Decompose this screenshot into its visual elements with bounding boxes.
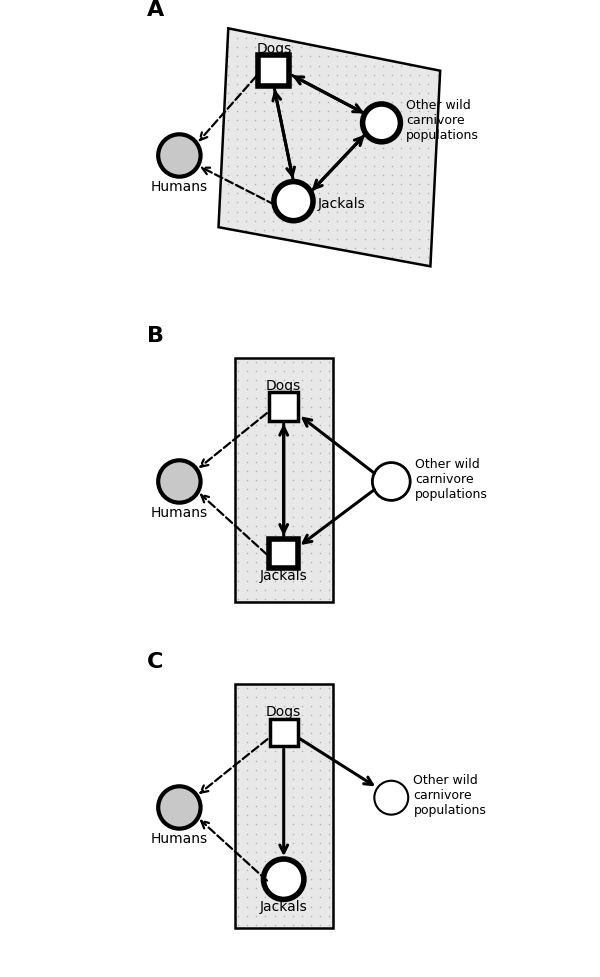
Circle shape: [158, 461, 200, 503]
Circle shape: [263, 859, 304, 900]
Bar: [235, 359, 332, 603]
Polygon shape: [218, 29, 440, 267]
Bar: [235, 359, 332, 603]
Circle shape: [158, 135, 200, 178]
Text: B: B: [147, 326, 164, 346]
Circle shape: [373, 463, 410, 501]
Text: Other wild
carnivore
populations: Other wild carnivore populations: [413, 773, 487, 816]
Bar: [235, 684, 332, 928]
Text: C: C: [147, 652, 163, 671]
Text: Jackals: Jackals: [260, 569, 308, 582]
Bar: [235, 684, 332, 928]
Text: Other wild
carnivore
populations: Other wild carnivore populations: [406, 99, 479, 142]
Text: Dogs: Dogs: [266, 704, 301, 718]
Circle shape: [362, 105, 400, 143]
Bar: [270, 719, 298, 746]
Circle shape: [274, 183, 313, 222]
Text: Dogs: Dogs: [256, 42, 292, 56]
Text: A: A: [147, 0, 164, 21]
Bar: [269, 539, 298, 569]
Text: Jackals: Jackals: [260, 899, 308, 913]
Text: Dogs: Dogs: [266, 378, 301, 392]
Text: Humans: Humans: [151, 831, 208, 845]
Circle shape: [158, 786, 200, 828]
Text: Humans: Humans: [151, 181, 208, 194]
Circle shape: [374, 781, 408, 815]
Bar: [269, 393, 298, 422]
Text: Jackals: Jackals: [318, 196, 365, 210]
Bar: [259, 56, 289, 87]
Text: Other wild
carnivore
populations: Other wild carnivore populations: [415, 457, 488, 500]
Text: Humans: Humans: [151, 506, 208, 520]
